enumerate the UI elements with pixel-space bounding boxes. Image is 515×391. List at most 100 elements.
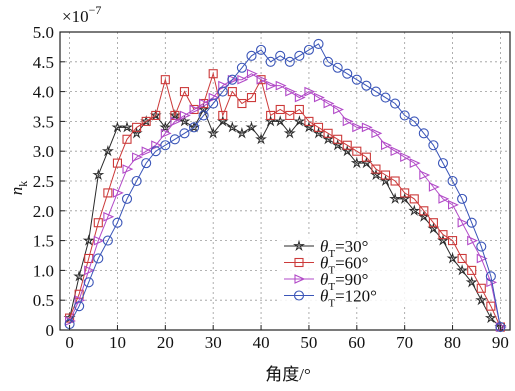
series-line [69, 43, 501, 328]
data-point [419, 206, 429, 216]
legend-label: θT=120° [320, 287, 377, 310]
data-point [264, 115, 277, 127]
data-point [198, 110, 209, 121]
legend: θT=30°θT=60°θT=90°θT=120° [278, 234, 422, 310]
data-point [428, 140, 439, 151]
legend-marker [293, 290, 305, 301]
data-point [207, 126, 220, 139]
data-point [121, 193, 133, 204]
data-point [112, 158, 122, 168]
data-point [84, 265, 96, 276]
data-point [266, 110, 276, 120]
data-point [168, 109, 181, 121]
data-point [466, 217, 477, 228]
data-point [303, 121, 315, 133]
data-point [188, 121, 200, 133]
y-axis-ticks: 0 0.5 1.0 1.5 2.0 2.5 3.0 3.5 4.0 4.5 5.0 [33, 23, 65, 340]
data-point [283, 127, 296, 139]
data-point [467, 235, 479, 246]
data-point [188, 122, 200, 133]
data-point [189, 104, 201, 115]
x-tick-label: 20 [157, 333, 174, 352]
data-point [285, 110, 295, 120]
data-point [400, 152, 412, 163]
data-point [151, 110, 161, 120]
y-tick-label: 4.0 [33, 83, 54, 102]
data-point [475, 293, 488, 306]
data-point [333, 134, 343, 144]
x-axis-title: 角度/° [265, 365, 311, 384]
data-point [313, 38, 324, 49]
data-point [390, 98, 401, 109]
data-point [448, 236, 458, 246]
data-point [217, 86, 228, 97]
series-layer [63, 38, 507, 333]
data-point [160, 128, 172, 139]
data-point [227, 74, 238, 85]
data-point [93, 218, 103, 228]
data-point [408, 204, 421, 216]
data-point [141, 146, 153, 157]
data-point [170, 116, 182, 127]
data-point [275, 80, 287, 91]
data-point [120, 121, 134, 133]
x-tick-label: 80 [444, 333, 461, 352]
data-point [312, 127, 325, 139]
data-point [476, 241, 487, 252]
data-point [246, 50, 257, 61]
data-point [255, 133, 267, 145]
data-point [379, 174, 392, 187]
series-line [69, 71, 501, 328]
data-point [409, 194, 419, 204]
data-point [399, 110, 410, 121]
data-point [82, 234, 95, 246]
data-point [400, 188, 410, 198]
data-point [389, 192, 402, 204]
data-point [294, 104, 304, 115]
data-point [323, 56, 334, 67]
x-tick-label: 40 [253, 333, 270, 352]
data-point [313, 122, 324, 132]
data-point [149, 109, 162, 121]
data-point [160, 75, 170, 85]
y-axis-title: nk [7, 181, 30, 196]
data-point [438, 194, 450, 204]
data-point [380, 170, 391, 180]
data-point [331, 138, 344, 151]
data-point [93, 235, 105, 246]
data-point [226, 121, 239, 133]
x-tick-label: 10 [109, 333, 126, 352]
y-tick-label: 3.5 [33, 112, 54, 131]
data-point [352, 122, 364, 133]
data-point [235, 127, 248, 139]
data-point [294, 92, 306, 103]
y-tick-label: 3.0 [33, 142, 54, 161]
data-point [169, 134, 180, 145]
data-point [438, 230, 448, 240]
data-point [102, 235, 113, 246]
data-point [467, 265, 477, 275]
data-point [93, 253, 104, 264]
data-point [275, 50, 286, 61]
data-point [371, 164, 381, 174]
data-point [179, 87, 190, 97]
data-point [285, 86, 297, 97]
legend-marker [294, 257, 304, 268]
data-point [418, 128, 429, 139]
data-point [341, 144, 354, 157]
legend-entry: θT=30° [284, 237, 368, 260]
data-point [294, 50, 305, 61]
data-point [293, 115, 306, 127]
data-point [476, 253, 488, 264]
data-point [74, 301, 85, 312]
data-point [256, 74, 268, 85]
data-point [304, 116, 314, 126]
y-tick-label: 2.5 [33, 172, 54, 191]
data-point [304, 86, 316, 97]
x-tick-label: 30 [205, 333, 222, 352]
data-point [73, 270, 86, 282]
y-tick-label: 1.5 [33, 232, 54, 251]
data-point [380, 92, 391, 103]
data-point [313, 92, 325, 103]
data-point [457, 193, 468, 204]
